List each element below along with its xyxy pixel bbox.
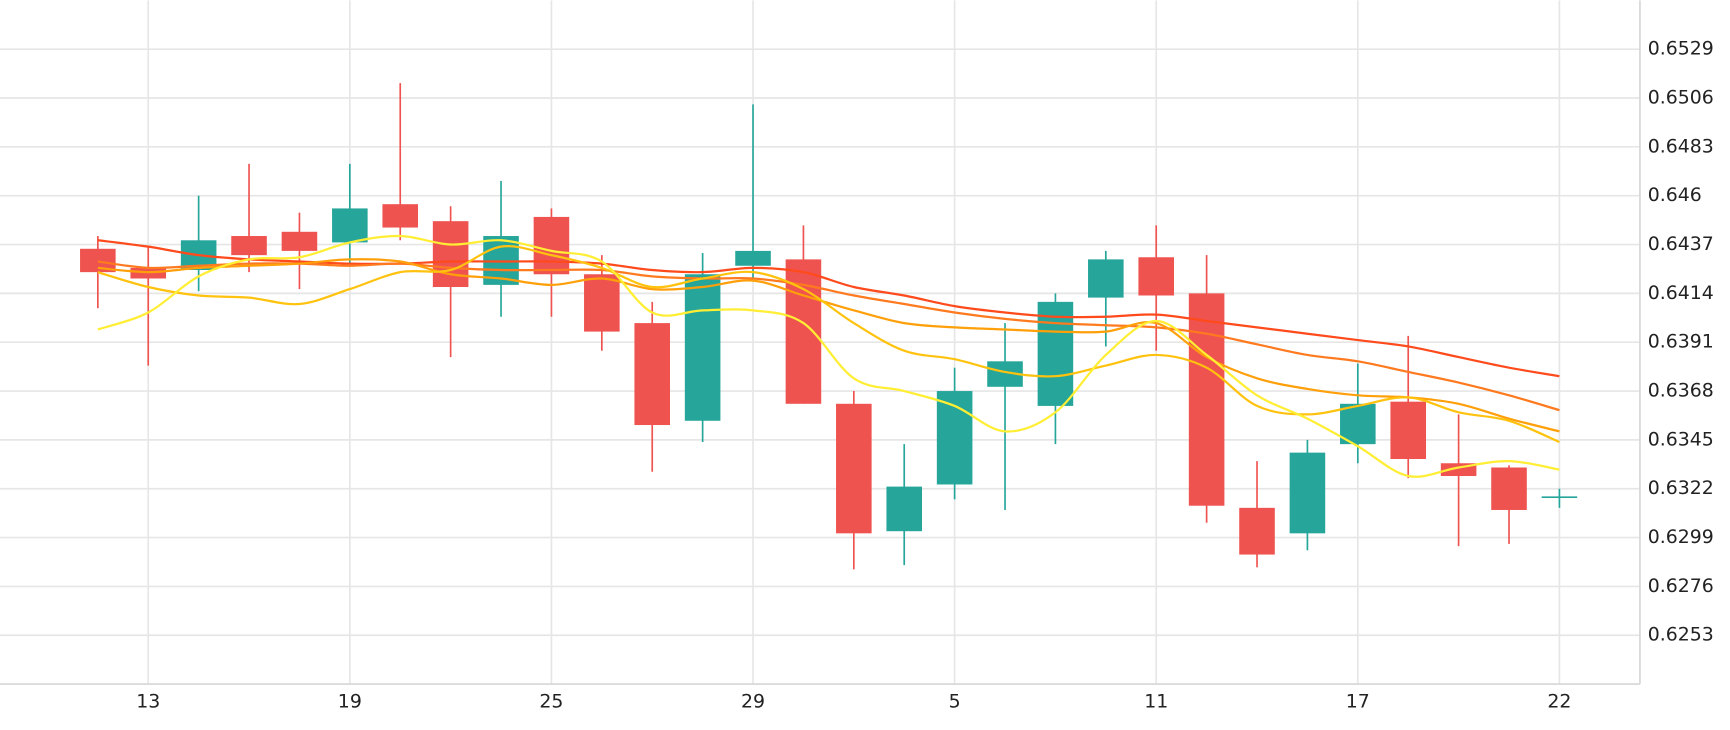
y-tick-label: 0.6299 xyxy=(1648,526,1714,548)
candle-body xyxy=(231,236,267,256)
candle-body xyxy=(1390,401,1427,460)
candle-body xyxy=(1340,403,1376,445)
y-tick-label: 0.6529 xyxy=(1648,38,1714,60)
moving-average-line xyxy=(97,239,1560,378)
candle-body xyxy=(281,231,318,251)
candle-body xyxy=(332,208,368,243)
candle-body xyxy=(1289,452,1326,534)
moving-average-line xyxy=(97,258,1560,433)
x-tick-label: 5 xyxy=(949,690,961,712)
x-tick-label: 17 xyxy=(1346,690,1370,712)
y-tick-label: 0.6391 xyxy=(1648,331,1714,353)
candle-body xyxy=(533,216,570,275)
candle-body xyxy=(1138,257,1175,296)
y-tick-label: 0.6276 xyxy=(1648,575,1714,597)
candle-body xyxy=(735,250,771,266)
candle-body xyxy=(634,323,671,426)
x-tick-label: 13 xyxy=(136,690,160,712)
y-tick-label: 0.646 xyxy=(1648,184,1702,206)
moving-average-line xyxy=(97,260,1560,412)
x-tick-label: 19 xyxy=(338,690,362,712)
y-tick-label: 0.6414 xyxy=(1648,282,1714,304)
candle-body xyxy=(1088,259,1124,298)
x-tick-label: 11 xyxy=(1144,690,1168,712)
y-tick-label: 0.6483 xyxy=(1648,135,1714,157)
y-tick-label: 0.6253 xyxy=(1648,624,1714,646)
candle-body xyxy=(886,486,923,532)
candle-body xyxy=(432,221,469,287)
y-tick-label: 0.6368 xyxy=(1648,380,1714,402)
candle-body xyxy=(584,274,620,332)
x-tick-label: 29 xyxy=(741,690,765,712)
y-tick-label: 0.6322 xyxy=(1648,477,1714,499)
candle-body xyxy=(836,403,872,534)
candle-body xyxy=(1037,301,1074,406)
y-tick-label: 0.6345 xyxy=(1648,428,1714,450)
moving-average-line xyxy=(97,245,1560,444)
moving-average-line xyxy=(97,234,1560,478)
x-tick-label: 25 xyxy=(539,690,563,712)
candle-body xyxy=(1491,467,1527,510)
candle-body xyxy=(382,204,419,228)
candle-body xyxy=(785,259,822,404)
candle-body xyxy=(684,274,721,421)
candle-body xyxy=(80,248,116,273)
x-tick-label: 22 xyxy=(1547,690,1571,712)
y-tick-label: 0.6437 xyxy=(1648,233,1714,255)
y-tick-label: 0.6506 xyxy=(1648,87,1714,109)
candle-body xyxy=(1239,507,1275,555)
candle-body xyxy=(1188,293,1225,506)
